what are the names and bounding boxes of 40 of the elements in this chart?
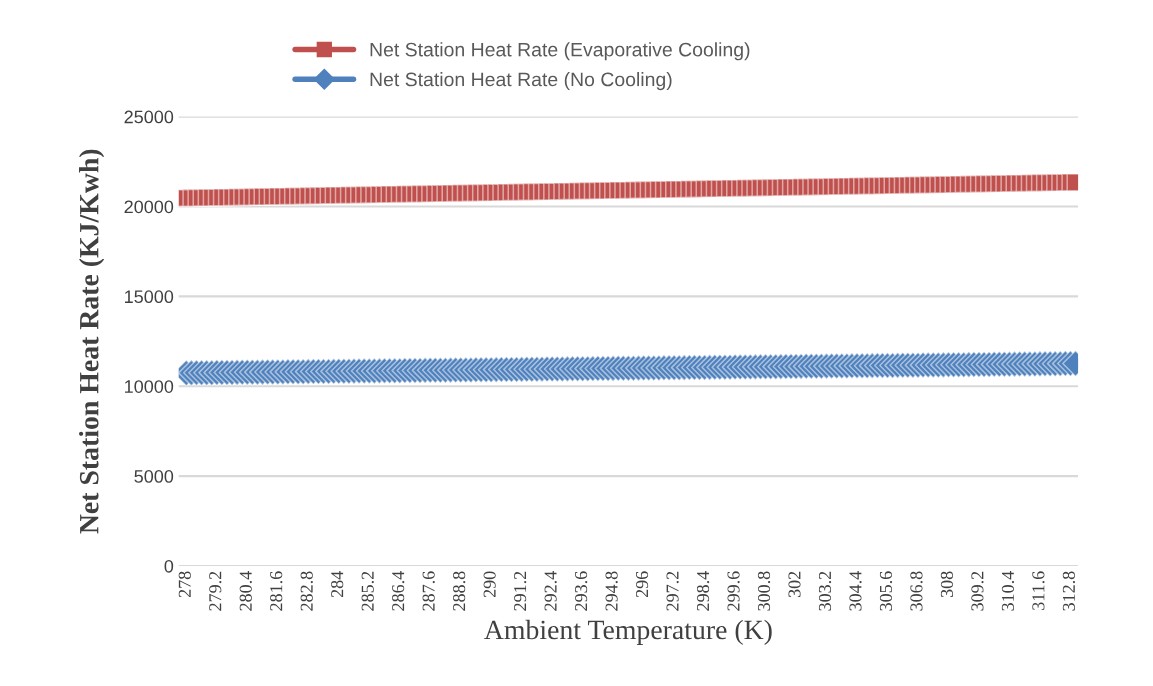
- x-tick-label: 309.2: [971, 571, 984, 611]
- x-tick-label: 285.2: [361, 571, 374, 611]
- x-tick-label: 288.8: [453, 571, 466, 611]
- y-tick-label: 25000: [124, 110, 174, 124]
- y-tick-label: 5000: [134, 470, 174, 483]
- x-tick-label: 291.2: [514, 571, 527, 611]
- x-tick-label: 299.6: [727, 571, 740, 611]
- x-tick-label: 312.8: [1062, 571, 1076, 611]
- legend-label: Net Station Heat Rate (Evaporative Cooling): [370, 42, 750, 61]
- legend-label: Net Station Heat Rate (No Cooling): [370, 72, 672, 91]
- x-tick-label: 302: [788, 571, 801, 598]
- x-tick-label: 297.2: [666, 571, 679, 611]
- x-tick-label: 311.6: [1032, 571, 1045, 610]
- x-tick-label: 294.8: [605, 571, 618, 611]
- x-tick-label: 287.6: [422, 571, 435, 611]
- x-axis-title: Ambient Temperature (K): [484, 619, 772, 645]
- x-tick-label: 308: [940, 571, 954, 598]
- x-tick-label: 279.2: [209, 571, 222, 611]
- y-tick-label: 10000: [125, 380, 174, 393]
- x-tick-label: 286.4: [392, 571, 405, 611]
- x-tick-label: 290: [483, 571, 496, 598]
- x-tick-label: 281.6: [270, 571, 283, 611]
- y-tick-label: 15000: [125, 290, 174, 304]
- x-tick-label: 292.4: [544, 571, 557, 611]
- x-tick-label: 300.8: [757, 571, 771, 611]
- x-tick-label: 284: [331, 571, 344, 598]
- x-tick-label: 303.2: [818, 571, 832, 611]
- x-tick-label: 282.8: [300, 571, 313, 611]
- x-tick-label: 310.4: [1001, 571, 1015, 611]
- x-tick-label: 305.6: [879, 571, 893, 611]
- x-tick-label: 306.8: [910, 571, 923, 611]
- y-tick-label: 0: [164, 559, 174, 573]
- x-tick-label: 296: [636, 571, 649, 598]
- x-tick-label: 293.6: [575, 571, 588, 611]
- x-tick-label: 304.4: [849, 571, 862, 611]
- x-tick-label: 298.4: [696, 571, 710, 611]
- x-tick-label: 278: [178, 571, 191, 598]
- y-axis-title: Net Station Heat Rate (KJ/Kwh): [79, 149, 105, 534]
- y-tick-label: 20000: [124, 200, 174, 214]
- x-tick-label: 280.4: [239, 571, 252, 611]
